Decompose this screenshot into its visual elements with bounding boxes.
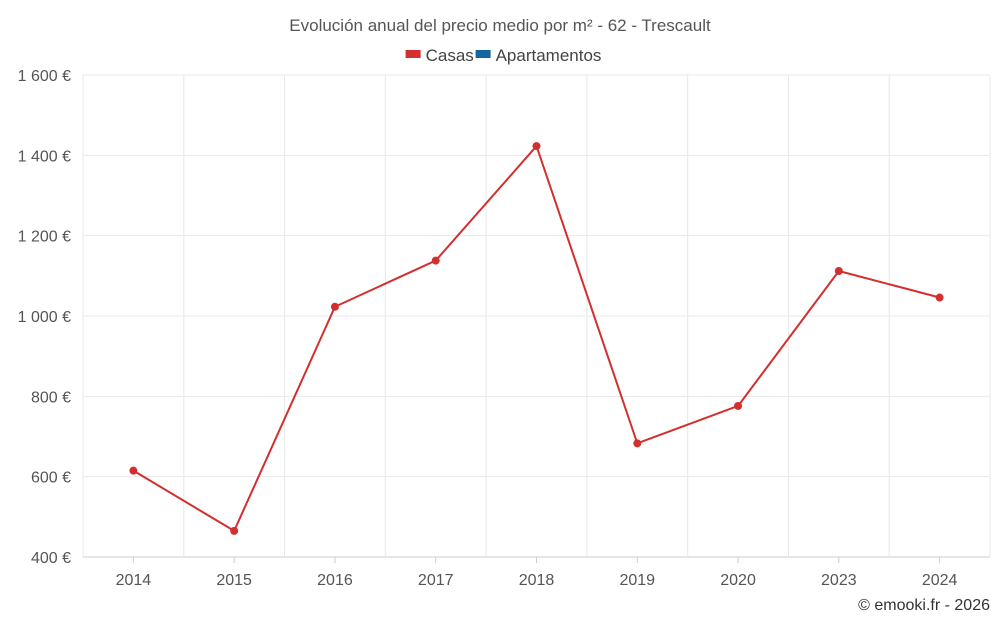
legend-label: Apartamentos xyxy=(496,46,602,65)
y-axis: 400 € 600 € 800 € 1 000 € 1 200 € 1 400 € 1 60… xyxy=(18,68,71,567)
x-tick-label: 2017 xyxy=(418,572,454,589)
y-tick-label: 800 € xyxy=(31,389,71,406)
x-tick-label: 2019 xyxy=(619,572,655,589)
legend-swatch xyxy=(405,50,421,58)
data-point[interactable] xyxy=(834,267,843,276)
data-point[interactable] xyxy=(431,256,440,265)
data-point[interactable] xyxy=(935,293,944,302)
legend-item[interactable]: Apartamentos xyxy=(475,46,602,65)
legend-swatch xyxy=(475,50,491,58)
x-tick-label: 2020 xyxy=(720,572,756,589)
data-point[interactable] xyxy=(633,439,642,448)
legend-item[interactable]: Casas xyxy=(405,46,474,65)
x-tick-label: 2023 xyxy=(821,572,857,589)
chart-title: Evolución anual del precio medio por m² … xyxy=(289,16,711,35)
data-point[interactable] xyxy=(230,526,239,535)
legend: Casas Apartamentos xyxy=(405,46,602,65)
x-tick-label: 2016 xyxy=(317,572,353,589)
legend-label: Casas xyxy=(426,46,474,65)
data-point[interactable] xyxy=(532,142,541,151)
x-tick-label: 2024 xyxy=(922,572,958,589)
y-tick-label: 600 € xyxy=(31,470,71,487)
y-tick-label: 1 000 € xyxy=(18,309,71,326)
series-line xyxy=(132,145,940,532)
x-tick-label: 2015 xyxy=(216,572,252,589)
y-tick-label: 1 400 € xyxy=(18,148,71,165)
data-point[interactable] xyxy=(734,401,743,410)
y-tick-label: 400 € xyxy=(31,550,71,567)
x-tick-label: 2018 xyxy=(519,572,555,589)
x-tick-label: 2014 xyxy=(116,572,152,589)
x-axis: 2014 2015 2016 2017 2018 2019 2020 2023 2024 xyxy=(116,557,958,589)
credit-text: © emooki.fr - 2026 xyxy=(858,597,990,614)
data-point[interactable] xyxy=(330,302,339,311)
grid xyxy=(82,74,991,558)
data-point[interactable] xyxy=(129,466,138,475)
y-tick-label: 1 200 € xyxy=(18,229,71,246)
y-tick-label: 1 600 € xyxy=(18,68,71,85)
series-group xyxy=(129,142,944,535)
